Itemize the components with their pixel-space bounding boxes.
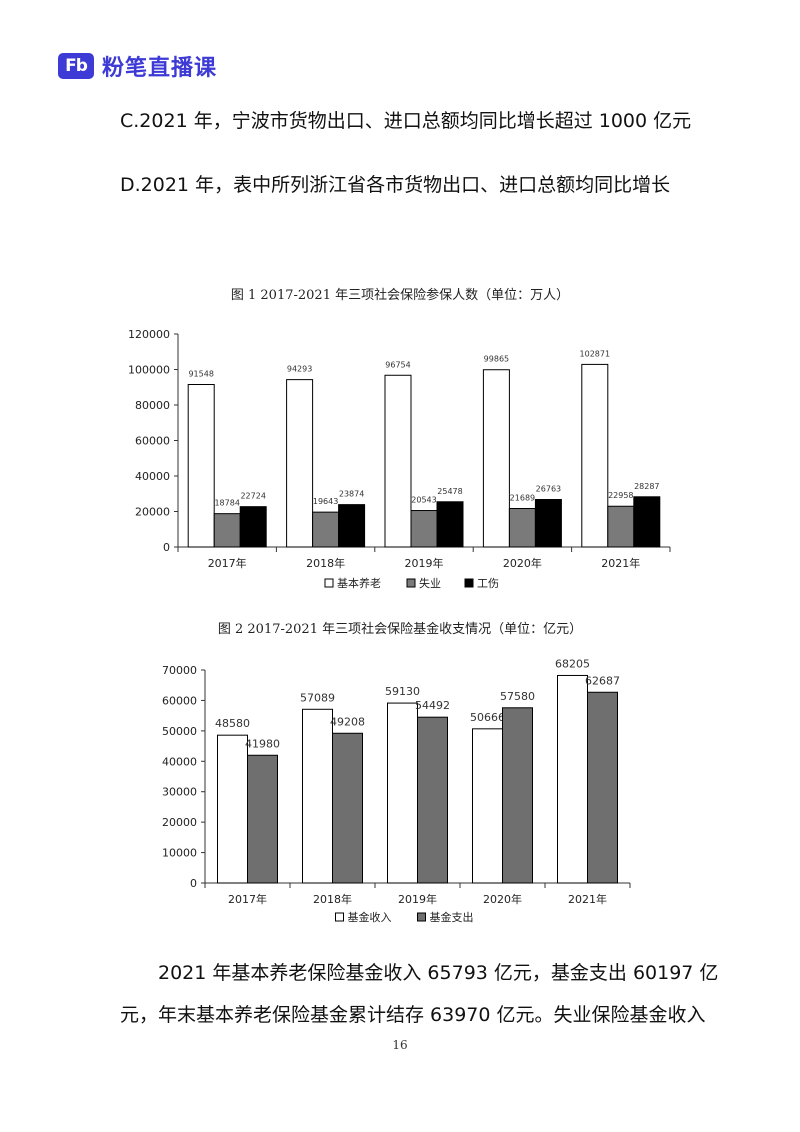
bar-基本养老-2019年: [384, 374, 412, 548]
data-label: 28287: [634, 482, 659, 491]
bar-工伤-2017年: [239, 506, 267, 548]
data-label: 57580: [500, 690, 535, 703]
x-tick-label: 2019年: [405, 556, 444, 570]
bar-基金支出-2019年: [417, 716, 448, 884]
y-tick-label: 20000: [162, 816, 197, 829]
data-label: 59130: [385, 685, 420, 698]
y-tick-label: 20000: [135, 506, 170, 519]
data-label: 62687: [585, 674, 620, 687]
bar-工伤-2020年: [534, 498, 562, 548]
y-tick-label: 10000: [162, 847, 197, 860]
bar-工伤-2019年: [436, 501, 464, 548]
x-tick-label: 2021年: [568, 892, 607, 906]
x-tick-label: 2018年: [306, 556, 345, 570]
data-label: 96754: [385, 360, 410, 369]
page-number: 16: [392, 1038, 408, 1052]
bar-基本养老-2020年: [482, 369, 510, 548]
bar-基金支出-2017年: [247, 754, 278, 884]
bar-失业-2020年: [508, 508, 536, 548]
y-tick-label: 0: [163, 541, 170, 554]
data-label: 50666: [470, 711, 505, 724]
legend-label: 基金支出: [430, 910, 474, 924]
data-label: 99865: [484, 355, 509, 364]
legend-swatch-基本养老: [324, 578, 334, 588]
bar-基金收入-2020年: [472, 728, 503, 884]
bar-工伤-2021年: [633, 496, 661, 548]
bar-基本养老-2018年: [286, 379, 314, 548]
x-tick-label: 2020年: [483, 892, 522, 906]
data-label: 102871: [580, 349, 611, 358]
brand-name: 粉笔直播课: [102, 56, 218, 81]
data-label: 19643: [313, 497, 338, 506]
data-label: 23874: [339, 490, 364, 499]
legend-label: 失业: [419, 577, 441, 590]
bar-失业-2018年: [312, 511, 340, 548]
data-label: 26763: [536, 484, 561, 493]
data-label: 94293: [287, 365, 312, 374]
data-label: 54492: [415, 699, 450, 712]
paragraph-line-2: 元，年末基本养老保险基金累计结存 63970 亿元。失业保险基金收入: [120, 1004, 706, 1026]
data-label: 21689: [510, 494, 535, 503]
option-c: C.2021 年，宁波市货物出口、进口总额均同比增长超过 1000 亿元: [120, 110, 692, 132]
bar-基金支出-2021年: [587, 691, 618, 884]
y-tick-label: 0: [190, 877, 197, 890]
data-label: 91548: [188, 370, 213, 379]
bar-基金支出-2020年: [502, 707, 533, 884]
data-label: 68205: [555, 657, 590, 670]
x-tick-label: 2021年: [601, 556, 640, 570]
y-tick-label: 50000: [162, 725, 197, 738]
legend-swatch-工伤: [464, 578, 474, 588]
x-tick-label: 2019年: [398, 892, 437, 906]
y-tick-label: 80000: [135, 399, 170, 412]
paragraph-line-1: 2021 年基本养老保险基金收入 65793 亿元，基金支出 60197 亿: [158, 962, 719, 984]
data-label: 22958: [608, 491, 633, 500]
data-label: 57089: [300, 691, 335, 704]
chart1-insured-persons: 0 20000 40000 60000 80000 100000 120000 91548 18…: [128, 328, 671, 590]
y-tick-label: 40000: [135, 470, 170, 483]
y-tick-label: 100000: [128, 364, 170, 377]
data-label: 22724: [240, 492, 265, 501]
data-label: 18784: [214, 499, 239, 508]
brand-mark-icon: Fb: [58, 53, 94, 79]
bar-基金收入-2021年: [557, 674, 588, 884]
x-tick-label: 2018年: [313, 892, 352, 906]
data-label: 20543: [411, 496, 436, 505]
legend-label: 基金收入: [348, 910, 392, 924]
bar-失业-2017年: [213, 513, 241, 548]
x-tick-label: 2017年: [228, 892, 267, 906]
y-tick-label: 60000: [162, 694, 197, 707]
y-tick-label: 40000: [162, 755, 197, 768]
chart1-title: 图 1 2017-2021 年三项社会保险参保人数（单位：万人）: [230, 288, 570, 303]
bar-基金支出-2018年: [332, 732, 363, 884]
data-label: 48580: [215, 717, 250, 730]
brand-logo: Fb 粉笔直播课: [58, 50, 217, 82]
y-tick-label: 70000: [162, 664, 197, 677]
bar-基金收入-2019年: [387, 702, 418, 884]
y-tick-label: 60000: [135, 435, 170, 448]
chart2-fund-income-expense: 0 10000 20000 30000 40000 50000 60000 70000 4858…: [162, 657, 631, 924]
legend-swatch-失业: [406, 578, 416, 588]
data-label: 49208: [330, 715, 365, 728]
data-label: 41980: [245, 737, 280, 750]
chart2-title: 图 2 2017-2021 年三项社会保险基金收支情况（单位：亿元）: [217, 622, 583, 637]
bar-基本养老-2021年: [581, 363, 609, 548]
legend-label: 工伤: [477, 577, 499, 590]
y-tick-label: 120000: [128, 328, 170, 341]
x-tick-label: 2020年: [503, 556, 542, 570]
y-tick-label: 30000: [162, 786, 197, 799]
bar-基金收入-2017年: [217, 734, 248, 884]
legend-swatch-基金收入: [335, 912, 344, 922]
bar-工伤-2018年: [338, 504, 366, 548]
bar-基金收入-2018年: [302, 708, 333, 884]
x-tick-label: 2017年: [208, 556, 247, 570]
legend-label: 基本养老: [337, 576, 381, 590]
option-d: D.2021 年，表中所列浙江省各市货物出口、进口总额均同比增长: [120, 174, 671, 196]
data-label: 25478: [437, 487, 462, 496]
bar-失业-2019年: [410, 510, 438, 548]
legend-swatch-基金支出: [417, 912, 426, 922]
bar-基本养老-2017年: [187, 384, 215, 548]
